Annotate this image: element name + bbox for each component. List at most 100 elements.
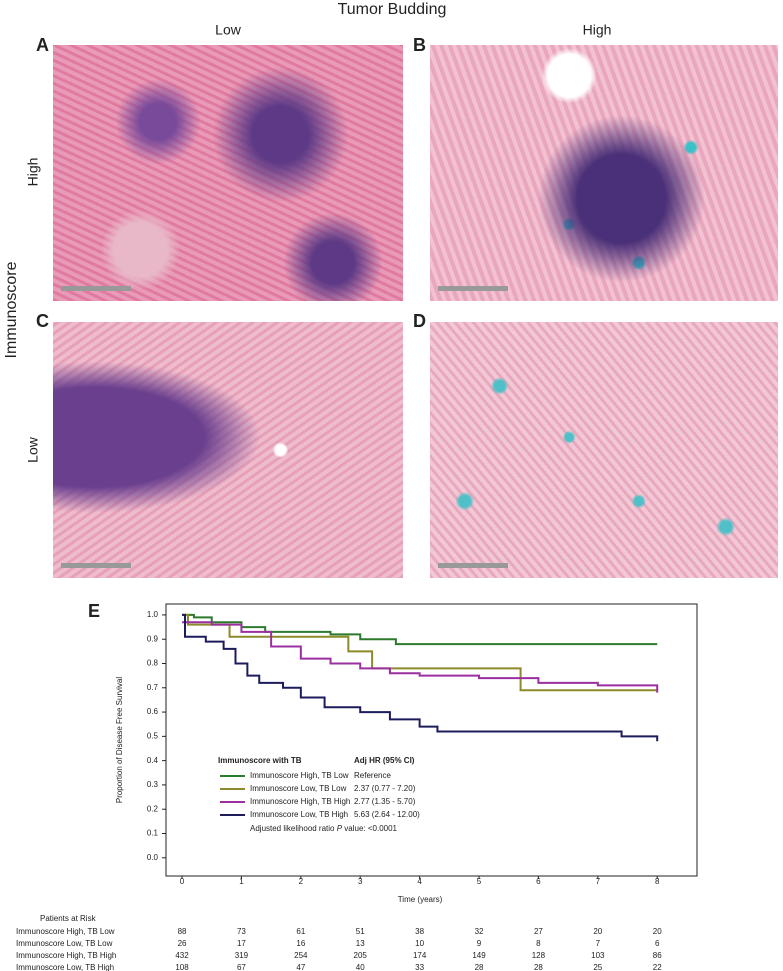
risk-count: 174 bbox=[413, 951, 427, 960]
risk-row-label: Immunoscore Low, TB Low bbox=[16, 939, 113, 948]
x-axis-label: Time (years) bbox=[398, 895, 443, 904]
x-tick-label: 8 bbox=[655, 877, 660, 886]
risk-count: 205 bbox=[354, 951, 368, 960]
risk-count: 51 bbox=[356, 927, 365, 936]
hazard-ratio: 2.77 (1.35 - 5.70) bbox=[354, 797, 416, 806]
risk-count: 67 bbox=[237, 963, 246, 971]
legend-title: Adj HR (95% CI) bbox=[354, 756, 415, 765]
risk-count: 10 bbox=[415, 939, 424, 948]
hazard-ratio: 5.63 (2.64 - 12.00) bbox=[354, 810, 420, 819]
risk-count: 86 bbox=[653, 951, 662, 960]
legend-label: Immunoscore High, TB High bbox=[250, 797, 350, 806]
scale-bar bbox=[438, 563, 508, 568]
row-axis-title: Immunoscore bbox=[3, 261, 20, 358]
panel-label: D bbox=[413, 311, 426, 331]
risk-count: 7 bbox=[596, 939, 601, 948]
risk-count: 22 bbox=[653, 963, 662, 971]
x-tick-label: 2 bbox=[299, 877, 304, 886]
x-tick-label: 6 bbox=[536, 877, 541, 886]
x-tick-label: 0 bbox=[180, 877, 185, 886]
risk-count: 254 bbox=[294, 951, 308, 960]
risk-count: 432 bbox=[175, 951, 189, 960]
risk-count: 88 bbox=[178, 927, 187, 936]
x-tick-label: 3 bbox=[358, 877, 363, 886]
y-tick-label: 0.7 bbox=[147, 683, 159, 692]
risk-count: 17 bbox=[237, 939, 246, 948]
panel-label: B bbox=[413, 35, 426, 55]
legend-label: Immunoscore Low, TB Low bbox=[250, 784, 347, 793]
legend-label: Immunoscore Low, TB High bbox=[250, 810, 348, 819]
x-tick-label: 4 bbox=[417, 877, 422, 886]
footnote: Adjusted likelihood ratio P value: <0.00… bbox=[250, 824, 398, 833]
survival-curve bbox=[182, 621, 659, 693]
hazard-ratio: 2.37 (0.77 - 7.20) bbox=[354, 784, 416, 793]
risk-count: 27 bbox=[534, 927, 543, 936]
row-label: Low bbox=[25, 436, 41, 463]
y-tick-label: 0.5 bbox=[147, 731, 159, 740]
scale-bar bbox=[61, 286, 131, 291]
risk-count: 32 bbox=[475, 927, 484, 936]
risk-count: 38 bbox=[415, 927, 424, 936]
risk-table-title: Patients at Risk bbox=[40, 914, 97, 923]
y-tick-label: 0.6 bbox=[147, 707, 159, 716]
x-tick-label: 5 bbox=[477, 877, 482, 886]
risk-count: 319 bbox=[235, 951, 249, 960]
y-axis-label: Proportion of Disease Free Survival bbox=[115, 677, 124, 804]
risk-count: 33 bbox=[415, 963, 424, 971]
scale-bar bbox=[438, 286, 508, 291]
footnote-text: P bbox=[337, 824, 343, 833]
y-tick-label: 0.8 bbox=[147, 659, 159, 668]
figure-title: Tumor Budding bbox=[338, 1, 447, 18]
footnote-text: value: <0.0001 bbox=[342, 824, 397, 833]
risk-count: 6 bbox=[655, 939, 660, 948]
survival-curve bbox=[182, 613, 658, 646]
risk-count: 9 bbox=[477, 939, 482, 948]
panel-label: A bbox=[36, 35, 49, 55]
risk-count: 61 bbox=[296, 927, 305, 936]
risk-count: 13 bbox=[356, 939, 365, 948]
risk-count: 103 bbox=[591, 951, 605, 960]
y-tick-label: 0.2 bbox=[147, 804, 159, 813]
risk-count: 20 bbox=[593, 927, 602, 936]
risk-count: 8 bbox=[536, 939, 541, 948]
histology-image bbox=[430, 45, 778, 301]
histology-image bbox=[53, 322, 403, 578]
panel-label: E bbox=[88, 601, 100, 621]
survival-curve bbox=[182, 613, 659, 742]
risk-count: 149 bbox=[472, 951, 486, 960]
legend-title: Immunoscore with TB bbox=[218, 756, 302, 765]
panel-label: C bbox=[36, 311, 49, 331]
histology-image bbox=[430, 322, 778, 578]
y-tick-label: 0.1 bbox=[147, 829, 159, 838]
column-label: Low bbox=[215, 22, 242, 38]
risk-count: 128 bbox=[532, 951, 546, 960]
row-label: High bbox=[25, 158, 41, 187]
risk-row-label: Immunoscore Low, TB High bbox=[16, 963, 114, 971]
risk-count: 47 bbox=[296, 963, 305, 971]
y-tick-label: 1.0 bbox=[147, 610, 159, 619]
x-tick-label: 7 bbox=[596, 877, 601, 886]
legend-label: Immunoscore High, TB Low bbox=[250, 771, 349, 780]
y-tick-label: 0.4 bbox=[147, 756, 159, 765]
plot-frame bbox=[165, 603, 698, 877]
y-tick-label: 0.9 bbox=[147, 634, 159, 643]
risk-count: 28 bbox=[534, 963, 543, 971]
risk-count: 28 bbox=[475, 963, 484, 971]
risk-count: 26 bbox=[178, 939, 187, 948]
risk-count: 40 bbox=[356, 963, 365, 971]
column-label: High bbox=[583, 22, 612, 38]
scale-bar bbox=[61, 563, 131, 568]
hazard-ratio: Reference bbox=[354, 771, 391, 780]
risk-count: 20 bbox=[653, 927, 662, 936]
risk-count: 108 bbox=[175, 963, 189, 971]
footnote-text: Adjusted likelihood ratio bbox=[250, 824, 337, 833]
histology-image bbox=[53, 45, 403, 301]
risk-count: 73 bbox=[237, 927, 246, 936]
risk-count: 16 bbox=[296, 939, 305, 948]
risk-row-label: Immunoscore High, TB Low bbox=[16, 927, 115, 936]
risk-count: 25 bbox=[593, 963, 602, 971]
y-tick-label: 0.3 bbox=[147, 780, 159, 789]
x-tick-label: 1 bbox=[239, 877, 244, 886]
